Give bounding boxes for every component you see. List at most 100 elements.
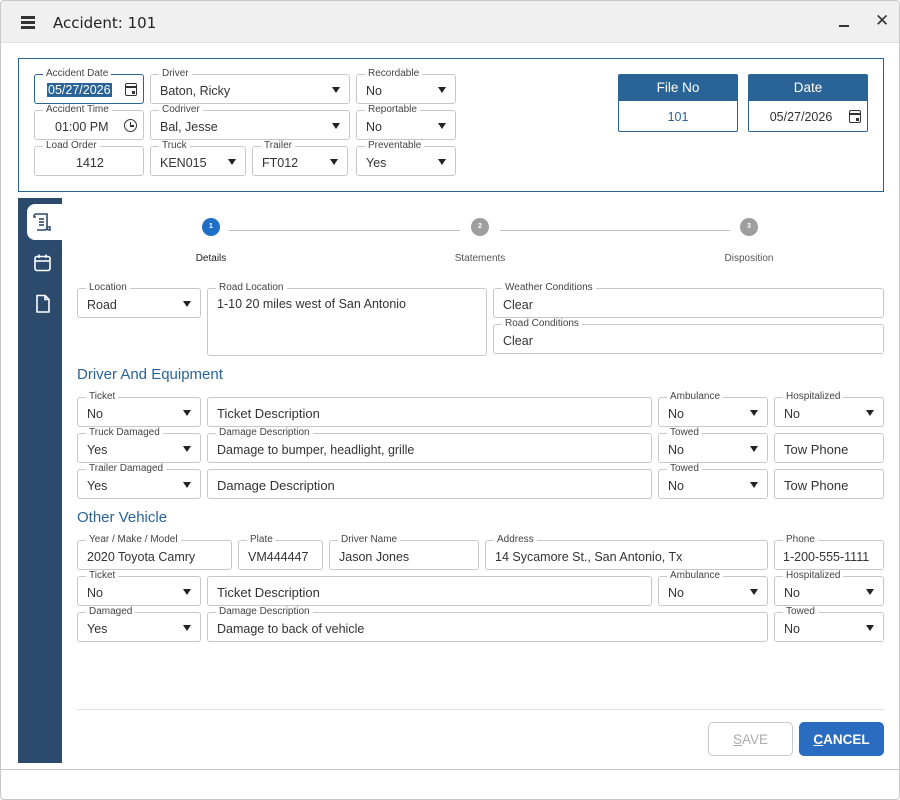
calendar-picker-icon[interactable]: [849, 110, 861, 123]
driver-name-field[interactable]: Driver Name Jason Jones: [329, 534, 479, 570]
chevron-down-icon: [866, 625, 874, 631]
road-location-textarea[interactable]: Road Location 1-10 20 miles west of San …: [207, 282, 487, 356]
other-hospitalized-select[interactable]: Hospitalized No: [774, 570, 884, 606]
trailer-towed-select[interactable]: Towed No: [658, 463, 768, 499]
other-damage-description-input[interactable]: Damage Description Damage to back of veh…: [207, 606, 768, 642]
truck-label: Truck: [159, 140, 190, 152]
accident-time-label: Accident Time: [43, 104, 112, 116]
towed-label: Towed: [667, 427, 702, 439]
road-conditions-label: Road Conditions: [502, 318, 582, 330]
clock-picker-icon[interactable]: [124, 119, 137, 132]
trailer-label: Trailer: [261, 140, 295, 152]
trailer-damaged-label: Trailer Damaged: [86, 463, 167, 475]
footer-divider: [77, 709, 884, 710]
weather-conditions-label: Weather Conditions: [502, 282, 596, 294]
codriver-label: Codriver: [159, 104, 203, 116]
driver-name-label: Driver Name: [338, 534, 401, 546]
codriver-select[interactable]: Codriver Bal, Jesse: [150, 104, 350, 140]
chevron-down-icon: [330, 159, 338, 165]
sidebar-tab-calendar[interactable]: [27, 245, 61, 281]
driver-label: Driver: [159, 68, 192, 80]
step-1-indicator[interactable]: 1: [202, 218, 220, 236]
other-ambulance-value: No: [668, 586, 684, 600]
step-3-indicator[interactable]: 3: [740, 218, 758, 236]
cancel-label: ANCEL: [823, 732, 870, 747]
location-select[interactable]: Location Road: [77, 282, 201, 318]
recordable-label: Recordable: [365, 68, 423, 80]
chevron-down-icon: [183, 301, 191, 307]
other-ticket-select[interactable]: Ticket No: [77, 570, 201, 606]
other-ambulance-select[interactable]: Ambulance No: [658, 570, 768, 606]
driver-value: Baton, Ricky: [160, 84, 231, 98]
minimize-icon[interactable]: [839, 25, 849, 27]
trailer-tow-phone-input[interactable]: Tow Phone: [774, 469, 884, 499]
plate-label: Plate: [247, 534, 276, 546]
date-value[interactable]: 05/27/2026: [769, 110, 833, 124]
year-make-model-label: Year / Make / Model: [86, 534, 181, 546]
reportable-value: No: [366, 120, 382, 134]
sidebar-tab-document[interactable]: [27, 286, 61, 322]
plate-field[interactable]: Plate VM444447: [238, 534, 323, 570]
road-location-value: 1-10 20 miles west of San Antonio: [217, 297, 407, 311]
chevron-down-icon: [750, 482, 758, 488]
ambulance-value: No: [668, 407, 684, 421]
chevron-down-icon: [183, 589, 191, 595]
window-title: Accident: 101: [53, 14, 157, 32]
ticket-select[interactable]: Ticket No: [77, 391, 201, 427]
status-bar: [1, 769, 899, 799]
other-ticket-value: No: [87, 586, 103, 600]
weather-conditions-field[interactable]: Weather Conditions Clear: [493, 282, 884, 318]
trailer-damage-description-input[interactable]: Damage Description: [207, 469, 652, 499]
accident-time-field[interactable]: Accident Time 01:00 PM: [34, 104, 144, 140]
phone-value: 1-200-555-1111: [783, 550, 870, 564]
sidebar-tab-details[interactable]: [27, 204, 62, 240]
cancel-mnemonic: C: [813, 732, 824, 747]
truck-select[interactable]: Truck KEN015: [150, 140, 246, 176]
section-sidebar: [18, 198, 62, 763]
step-3-label[interactable]: Disposition: [724, 253, 774, 264]
recordable-select[interactable]: Recordable No: [356, 68, 456, 104]
step-1-label[interactable]: Details: [195, 253, 227, 264]
truck-damaged-select[interactable]: Truck Damaged Yes: [77, 427, 201, 463]
other-towed-select[interactable]: Towed No: [774, 606, 884, 642]
trailer-damaged-select[interactable]: Trailer Damaged Yes: [77, 463, 201, 499]
other-towed-label: Towed: [783, 606, 818, 618]
step-2-indicator[interactable]: 2: [471, 218, 489, 236]
trailer-select[interactable]: Trailer FT012: [252, 140, 348, 176]
load-order-field[interactable]: Load Order 1412: [34, 140, 144, 176]
cancel-button[interactable]: CANCEL: [799, 722, 884, 756]
ticket-description-input[interactable]: Ticket Description: [207, 397, 652, 427]
preventable-select[interactable]: Preventable Yes: [356, 140, 456, 176]
truck-damage-description-input[interactable]: Damage Description Damage to bumper, hea…: [207, 427, 652, 463]
calendar-picker-icon[interactable]: [125, 83, 137, 96]
accident-date-field[interactable]: Accident Date 05/27/2026: [34, 68, 144, 104]
towed-select[interactable]: Towed No: [658, 427, 768, 463]
driver-select[interactable]: Driver Baton, Ricky: [150, 68, 350, 104]
road-conditions-value: Clear: [503, 334, 533, 348]
ticket-label: Ticket: [86, 391, 119, 403]
document-icon: [36, 294, 50, 313]
year-make-model-field[interactable]: Year / Make / Model 2020 Toyota Camry: [77, 534, 232, 570]
phone-label: Phone: [783, 534, 818, 546]
date-label: Date: [749, 75, 867, 101]
address-field[interactable]: Address 14 Sycamore St., San Antonio, Tx: [485, 534, 768, 570]
other-damaged-select[interactable]: Damaged Yes: [77, 606, 201, 642]
phone-field[interactable]: Phone 1-200-555-1111: [774, 534, 884, 570]
road-conditions-field[interactable]: Road Conditions Clear: [493, 318, 884, 354]
save-button[interactable]: SAVE: [708, 722, 793, 756]
close-icon[interactable]: ✕: [875, 11, 890, 31]
tow-phone-input[interactable]: Tow Phone: [774, 433, 884, 463]
other-ticket-description-input[interactable]: Ticket Description: [207, 576, 652, 606]
location-value: Road: [87, 298, 117, 312]
hospitalized-select[interactable]: Hospitalized No: [774, 391, 884, 427]
ambulance-select[interactable]: Ambulance No: [658, 391, 768, 427]
other-damage-description-value: Damage to back of vehicle: [217, 622, 365, 636]
chevron-down-icon: [750, 446, 758, 452]
recordable-value: No: [366, 84, 382, 98]
reportable-select[interactable]: Reportable No: [356, 104, 456, 140]
trailer-damaged-value: Yes: [87, 479, 108, 493]
driver-name-value: Jason Jones: [339, 550, 410, 564]
hamburger-menu-icon[interactable]: [21, 16, 35, 29]
step-2-label[interactable]: Statements: [454, 253, 506, 264]
